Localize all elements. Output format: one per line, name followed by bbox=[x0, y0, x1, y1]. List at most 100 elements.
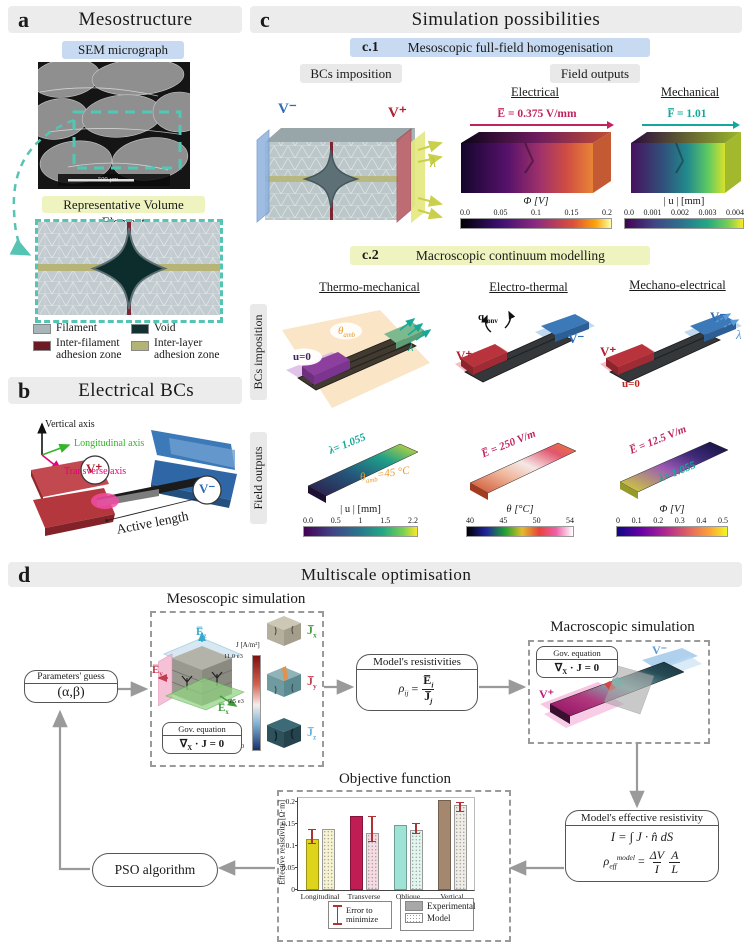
y-tick-label: 0 bbox=[291, 885, 295, 894]
colorbar-tick: 54 bbox=[565, 516, 574, 525]
mechano-v-plus-label: V⁺ bbox=[600, 344, 617, 359]
phi-colorbar-label: Φ [V] bbox=[523, 196, 549, 207]
c1-chip: c.1 Mesoscopic full-field homogenisation bbox=[350, 38, 650, 57]
c1-title: Mesoscopic full-field homogenisation bbox=[407, 39, 614, 55]
colorbar-tick: 45 bbox=[499, 516, 508, 525]
meso-sim-title: Mesoscopic simulation bbox=[166, 591, 306, 607]
electro-bcs-illustration bbox=[455, 310, 595, 400]
c1-electrical-block bbox=[455, 129, 617, 202]
y-tick-label: 0.1 bbox=[285, 841, 295, 851]
objective-chart-plot: 0 0.05 0.1 0.15 0.2 Longitudinal Transverse Obl… bbox=[282, 797, 475, 901]
bar-model-oblique bbox=[409, 830, 423, 890]
c1-mechanical-annotation: F̅ = 1.01 bbox=[667, 108, 707, 120]
c1-mechanical-block bbox=[626, 129, 746, 202]
jz-label: J̅z bbox=[307, 725, 317, 742]
macro-v-minus: V⁻ bbox=[652, 643, 667, 657]
bar-model-longitudinal bbox=[321, 829, 335, 890]
macro-gov-title: Gov. equation bbox=[537, 647, 617, 660]
electro-v-plus-label: V⁺ bbox=[456, 348, 473, 363]
longitudinal-axis-label: Longitudinal axis bbox=[74, 438, 145, 449]
error-bar-vertical bbox=[456, 801, 464, 813]
rve-chip: Representative Volume Element bbox=[42, 196, 205, 229]
macro-v-plus: V⁺ bbox=[539, 687, 554, 701]
bar-experimental-longitudinal bbox=[305, 838, 319, 890]
macro-sim-title: Macroscopic simulation bbox=[550, 619, 695, 635]
thermo-bcs-illustration bbox=[280, 308, 432, 421]
c1-outputs-chip: Field outputs bbox=[550, 64, 640, 83]
objective-ylabel: Effective resistivity [Ω·m] bbox=[277, 799, 287, 885]
model-label: Model bbox=[427, 913, 451, 923]
mechano-u0-label: u=0 bbox=[622, 378, 640, 390]
panel-a-title: Mesostructure bbox=[78, 8, 193, 30]
theta-colorbar: θ [°C] 40 45 50 54 bbox=[466, 504, 574, 537]
v-minus-label: V⁻ bbox=[199, 481, 216, 496]
u-colorbar-gradient bbox=[624, 218, 744, 229]
c1-rve-block bbox=[253, 110, 445, 237]
y-tick-label: 0.05 bbox=[281, 863, 295, 873]
pso-to-params-arrow-icon bbox=[52, 709, 90, 871]
error-legend: Error to minimize bbox=[328, 901, 392, 929]
mechano-lambda-label: λ bbox=[736, 327, 742, 342]
colorbar-tick: 0.2 bbox=[653, 516, 664, 525]
jz-cube bbox=[263, 715, 305, 756]
jy-label: J̅y bbox=[307, 674, 317, 691]
mechano-electrical-header: Mechano-electrical bbox=[629, 278, 726, 292]
phi-colorbar-ticks: 0.0 0.05 0.1 0.15 0.2 bbox=[460, 208, 612, 218]
u2-colorbar-ticks: 0.0 0.5 1 1.5 2.2 bbox=[303, 516, 418, 526]
c1-electrical-annotation: E̅ = 0.375 V/mm bbox=[497, 108, 577, 120]
meso-gov-box: Gov. equation ∇X · J = 0 bbox=[162, 722, 242, 755]
bar-experimental-vertical bbox=[437, 800, 451, 890]
meso-gov-equation: ∇X · J = 0 bbox=[179, 738, 225, 753]
legend-item: Filament bbox=[33, 322, 129, 334]
bar-experimental-transverse bbox=[349, 816, 363, 890]
phi-colorbar: Φ [V] 0.0 0.05 0.1 0.15 0.2 bbox=[460, 196, 612, 229]
rve-mesh-image bbox=[35, 219, 223, 323]
rve-legend: Filament Void Inter-filament adhesion zo… bbox=[33, 322, 239, 361]
y-tick-mark bbox=[295, 867, 298, 869]
panel-a-tag: a bbox=[18, 6, 29, 32]
parameters-guess-title: Parameters' guess bbox=[25, 671, 117, 684]
objective-title: Objective function bbox=[338, 771, 452, 787]
c2-title: Macroscopic continuum modelling bbox=[415, 247, 605, 263]
model-swatch bbox=[405, 913, 423, 923]
resistivities-box: Model's resistivities ρij = E̅i J̅j bbox=[356, 654, 478, 712]
colorbar-tick: 1 bbox=[358, 516, 363, 525]
ey-label: E̅y bbox=[152, 664, 163, 679]
jx-cube bbox=[263, 613, 305, 654]
bar-model-vertical bbox=[453, 805, 467, 890]
j-colorbar-tick-mid: 5.5 e3 bbox=[228, 698, 244, 705]
v-plus-label: V⁺ bbox=[86, 461, 103, 476]
e-field-arrow-icon bbox=[470, 120, 614, 129]
panel-b-title: Electrical BCs bbox=[78, 379, 195, 401]
thermo-lambda-label: λ bbox=[408, 339, 414, 354]
panel-b-tag: b bbox=[18, 377, 31, 403]
colorbar-tick: 0.0 bbox=[303, 516, 313, 525]
panel-c-title: Simulation possibilities bbox=[411, 8, 601, 30]
thermo-output-bar bbox=[300, 428, 425, 509]
colorbar-tick: 0.003 bbox=[698, 208, 717, 217]
u2-colorbar-label: | u | [mm] bbox=[340, 504, 381, 515]
effective-eq1: I = ∫ J · n̂ dS bbox=[610, 830, 674, 844]
u-colorbar-ticks: 0.0 0.001 0.002 0.003 0.004 bbox=[624, 208, 744, 218]
meso-sim-box bbox=[150, 611, 324, 767]
colorbar-tick: 0.001 bbox=[643, 208, 662, 217]
c1-bcs-chip: BCs imposition bbox=[300, 64, 402, 83]
colorbar-tick: 50 bbox=[532, 516, 541, 525]
colorbar-tick: 2.2 bbox=[408, 516, 418, 525]
effective-title: Model's effective resistivity bbox=[566, 811, 718, 826]
electro-v-minus-label: V⁻ bbox=[568, 331, 585, 346]
y-tick-mark bbox=[295, 801, 298, 803]
error-legend-label: Error to minimize bbox=[346, 904, 379, 924]
phi2-colorbar-label: Φ [V] bbox=[659, 504, 685, 515]
panel-d-header: d Multiscale optimisation bbox=[8, 562, 742, 587]
mechanical-header: Mechanical bbox=[660, 85, 720, 99]
legend-label: Filament bbox=[56, 322, 97, 334]
panel-d-tag: d bbox=[18, 561, 31, 587]
jx-label: J̅x bbox=[307, 623, 317, 640]
legend-item: Model bbox=[405, 913, 451, 923]
mechano-output-bar bbox=[612, 426, 734, 505]
c2-chip: c.2 Macroscopic continuum modelling bbox=[350, 246, 650, 265]
category-label: Oblique bbox=[395, 892, 421, 901]
